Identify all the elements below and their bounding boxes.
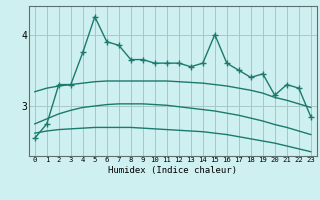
X-axis label: Humidex (Indice chaleur): Humidex (Indice chaleur) [108, 166, 237, 175]
